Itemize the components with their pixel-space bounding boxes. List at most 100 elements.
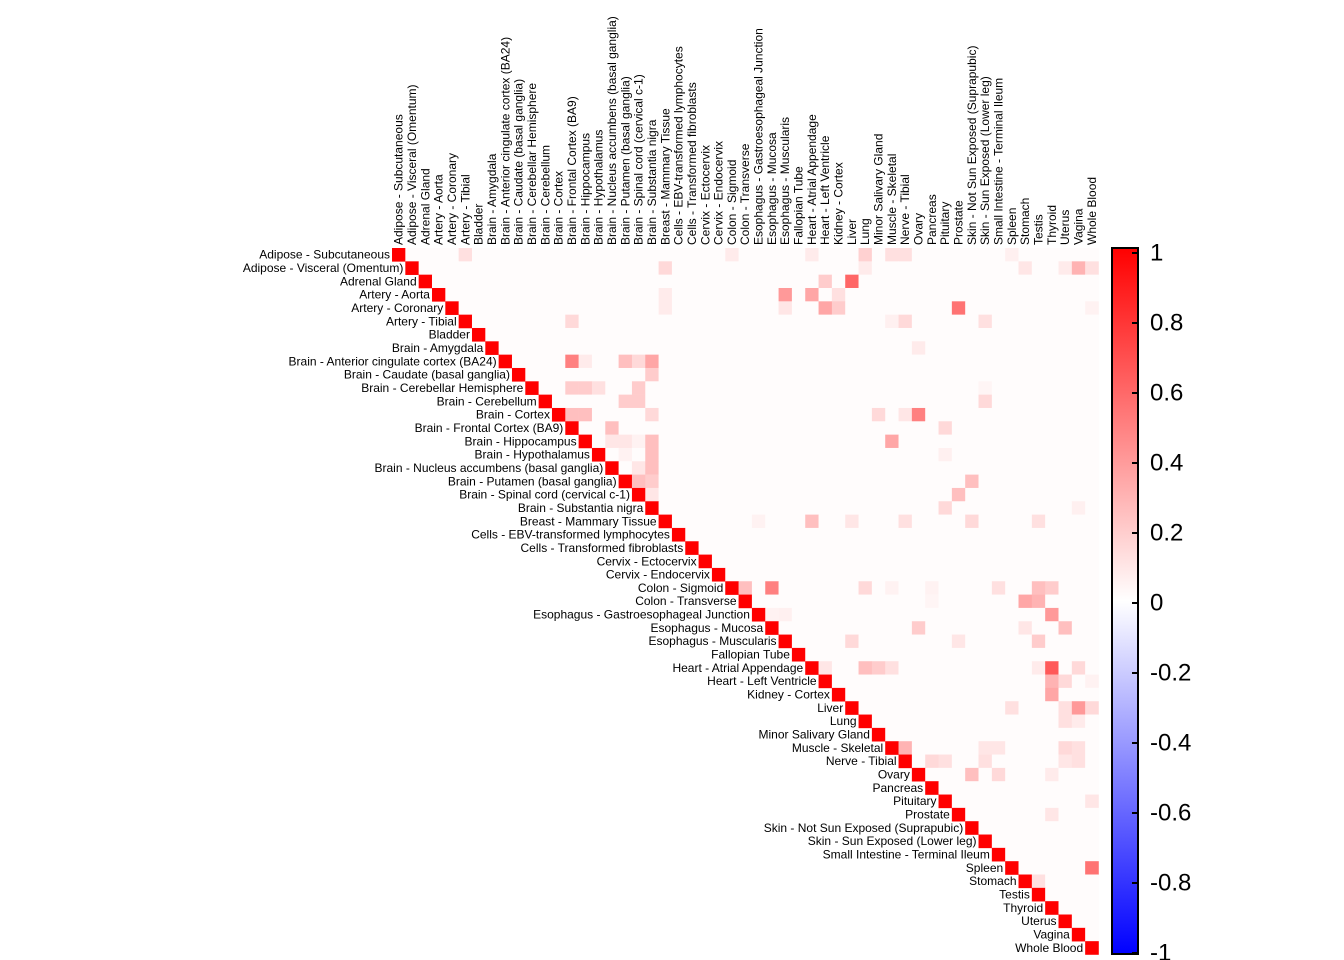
- heatmap-cell: [738, 341, 753, 355]
- heatmap-cell: [1031, 487, 1046, 502]
- heatmap-cell: [791, 501, 806, 515]
- heatmap-cell: [1071, 327, 1086, 342]
- heatmap-cell: [765, 327, 779, 342]
- heatmap-cell: [978, 607, 993, 622]
- heatmap-cell: [1058, 714, 1073, 729]
- heatmap-cell: [645, 421, 659, 435]
- heatmap-cell: [938, 714, 953, 729]
- heatmap-cell: [965, 567, 979, 582]
- heatmap-cell: [965, 461, 979, 475]
- heatmap-cell: [978, 407, 993, 422]
- heatmap-cell: [898, 701, 913, 715]
- heatmap-cell: [1018, 421, 1033, 435]
- heatmap-cell: [1058, 807, 1073, 822]
- row-label: Whole Blood: [1015, 941, 1083, 955]
- heatmap-cell: [1005, 674, 1019, 689]
- colorbar-gradient: [1111, 247, 1139, 955]
- heatmap-cell: [938, 261, 953, 275]
- colorbar-tick-label: -0.4: [1150, 730, 1191, 757]
- heatmap-cell: [778, 341, 793, 355]
- heatmap-cell: [1045, 861, 1059, 875]
- heatmap-cell: [591, 341, 606, 355]
- heatmap-cell: [1005, 567, 1019, 582]
- heatmap-cell: [751, 314, 766, 329]
- heatmap-cell: [858, 621, 873, 635]
- heatmap-cell: [858, 341, 873, 355]
- heatmap-cell: [818, 327, 833, 342]
- heatmap-cell: [871, 541, 886, 555]
- heatmap-cell: [965, 514, 979, 529]
- heatmap-cell: [1071, 807, 1086, 822]
- heatmap-cell: [991, 714, 1006, 729]
- heatmap-cell: [631, 274, 646, 289]
- heatmap-cell: [618, 434, 633, 449]
- heatmap-cell: [685, 261, 699, 275]
- heatmap-cell: [1005, 341, 1019, 355]
- heatmap-cell: [1085, 367, 1099, 382]
- heatmap-cell: [1018, 327, 1033, 342]
- heatmap-cell: [1058, 567, 1073, 582]
- heatmap-cell: [751, 261, 766, 275]
- heatmap-cell: [871, 461, 886, 475]
- column-label: Brain - Hypothalamus: [592, 130, 606, 245]
- heatmap-cell: [805, 647, 819, 662]
- heatmap-cell: [1031, 687, 1046, 702]
- heatmap-cell: [551, 354, 566, 369]
- heatmap-cell: [685, 394, 699, 409]
- heatmap-cell: [711, 554, 726, 569]
- column-labels: Adipose - Subcutaneous Adipose - Visceral…: [392, 16, 1099, 245]
- heatmap-cell: [445, 287, 459, 302]
- heatmap-cell: [765, 274, 779, 289]
- heatmap-cell: [1018, 701, 1033, 715]
- heatmap-cell: [658, 514, 673, 529]
- heatmap-cell: [765, 447, 779, 462]
- heatmap-cell: [871, 554, 886, 569]
- column-label: Whole Blood: [1085, 177, 1099, 245]
- heatmap-cell: [698, 407, 713, 422]
- heatmap-cell: [565, 407, 579, 422]
- heatmap-cell: [805, 354, 819, 369]
- heatmap-cell: [1031, 261, 1046, 275]
- heatmap-cell: [645, 301, 659, 315]
- heatmap-cell: [458, 274, 473, 289]
- heatmap-cell: [1071, 727, 1086, 742]
- heatmap-cell: [538, 248, 553, 262]
- heatmap-cell: [1031, 874, 1046, 889]
- heatmap-cell: [1018, 527, 1033, 542]
- heatmap-cell: [778, 421, 793, 435]
- heatmap-cell: [965, 287, 979, 302]
- heatmap-cell: [805, 474, 819, 489]
- heatmap-cell: [885, 274, 899, 289]
- heatmap-cell: [1031, 794, 1046, 809]
- heatmap-cell: [658, 341, 673, 355]
- heatmap-cell: [925, 314, 939, 329]
- heatmap-cell: [978, 434, 993, 449]
- heatmap-cell: [605, 421, 619, 435]
- heatmap-cell: [1058, 834, 1073, 849]
- heatmap-cell: [1085, 567, 1099, 582]
- heatmap-cell: [791, 621, 806, 635]
- row-label: Cervix - Ectocervix: [597, 554, 697, 568]
- heatmap-cell: [965, 647, 979, 662]
- heatmap-cell: [991, 621, 1006, 635]
- heatmap-cell: [618, 407, 633, 422]
- heatmap-cell: [885, 647, 899, 662]
- heatmap-cell: [1031, 634, 1046, 649]
- heatmap-cell: [805, 314, 819, 329]
- heatmap-cell: [738, 447, 753, 462]
- heatmap-cell: [885, 594, 899, 609]
- heatmap-cell: [565, 274, 579, 289]
- heatmap-cell: [1018, 727, 1033, 742]
- column-label: Cervix - Endocervix: [712, 141, 726, 245]
- heatmap-cell: [1058, 794, 1073, 809]
- heatmap-cell: [405, 248, 419, 262]
- heatmap-cell: [605, 287, 619, 302]
- heatmap-cell: [1005, 701, 1019, 715]
- heatmap-cell: [911, 661, 926, 675]
- heatmap-cell: [991, 434, 1006, 449]
- heatmap-cell: [418, 261, 433, 275]
- heatmap-cell: [1031, 287, 1046, 302]
- row-label: Artery - Tibial: [386, 314, 457, 328]
- heatmap-cell: [831, 287, 846, 302]
- heatmap-cell: [818, 354, 833, 369]
